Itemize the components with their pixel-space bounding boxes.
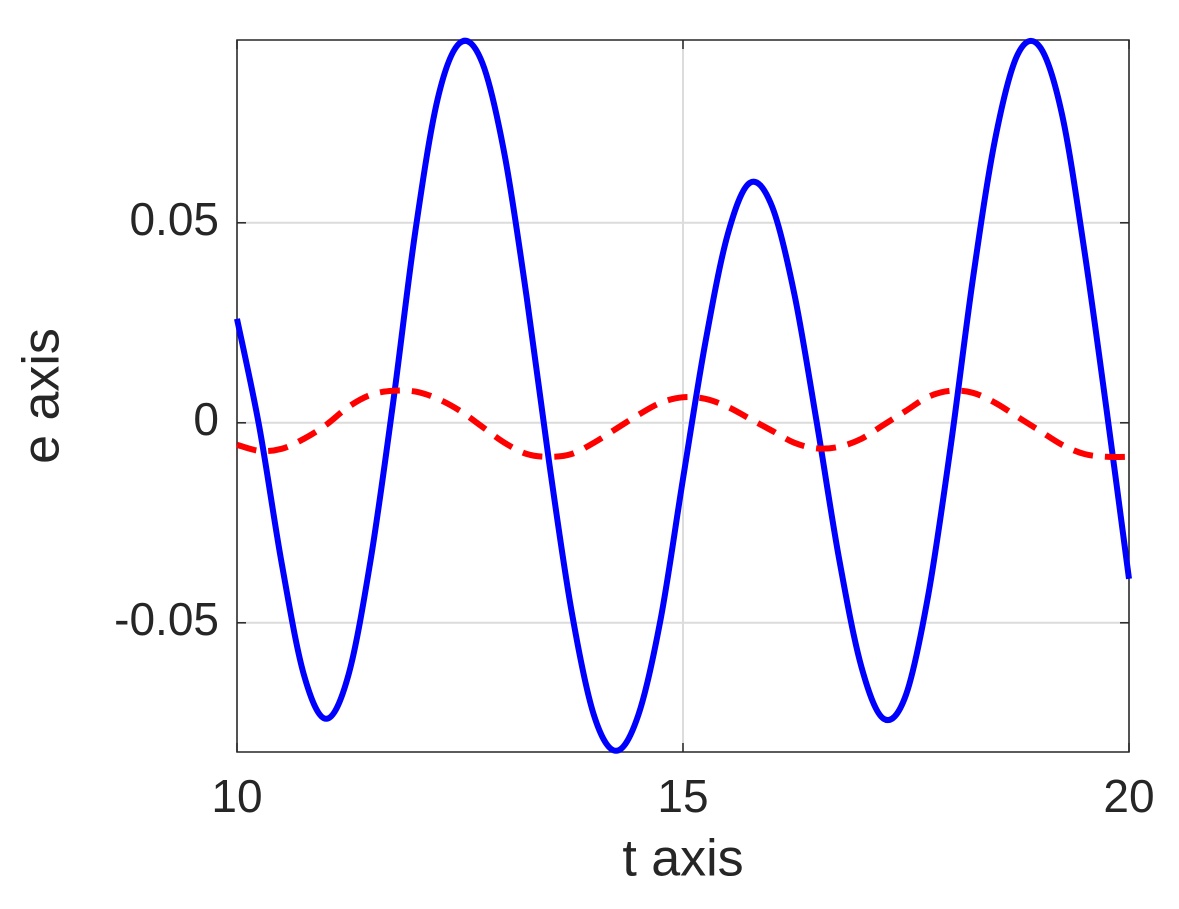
x-tick-label: 10 (211, 770, 262, 822)
x-tick-label: 20 (1103, 770, 1154, 822)
y-tick-label: 0 (193, 393, 219, 445)
x-axis-label: t axis (622, 830, 743, 888)
series-line (234, 37, 1132, 754)
series-line (236, 387, 1130, 461)
plot-frame (236, 39, 1130, 753)
y-tick-label: 0.05 (129, 193, 219, 245)
y-tick-label: -0.05 (114, 593, 219, 645)
y-axis-label: e axis (13, 328, 71, 464)
x-tick-label: 15 (657, 770, 708, 822)
